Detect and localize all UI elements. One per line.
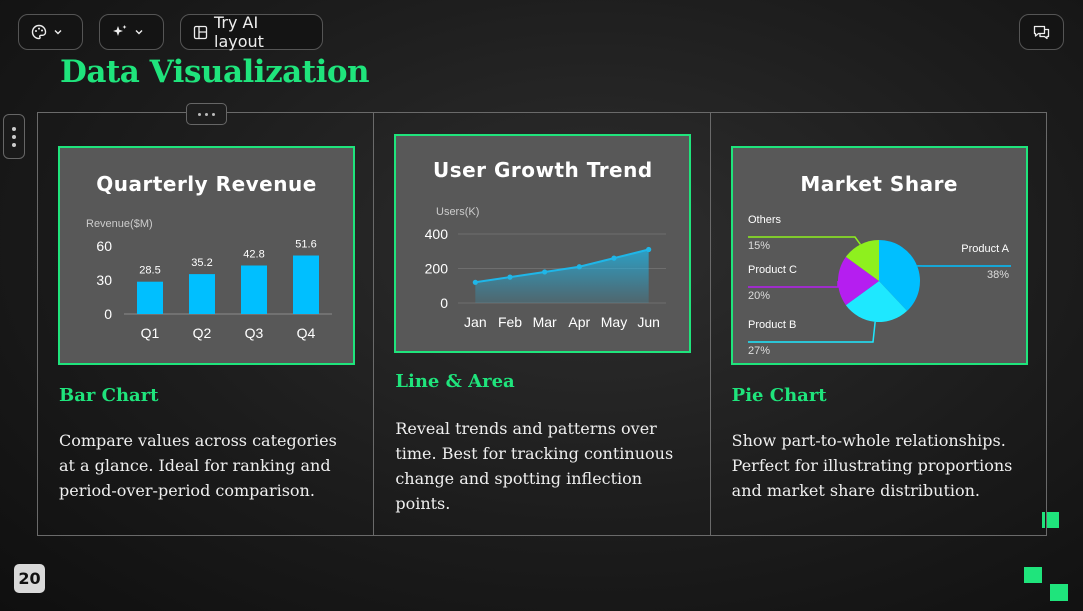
x-tick-label: May (601, 314, 627, 330)
bar (189, 274, 215, 314)
slice-percent-label: 15% (748, 240, 770, 252)
x-tick-label: Q1 (141, 325, 160, 341)
x-tick-label: Apr (569, 314, 591, 330)
slice-name-label: Product C (748, 264, 797, 276)
x-tick-label: Q2 (193, 325, 212, 341)
comments-button[interactable] (1019, 14, 1064, 50)
data-point (577, 264, 583, 270)
bar (137, 281, 163, 314)
bar-chart-card[interactable]: Quarterly Revenue Revenue($M) 0 30 60 28.5 Q1… (58, 146, 355, 365)
slice-percent-label: 38% (987, 269, 1009, 281)
try-ai-layout-label: Try AI layout (214, 13, 264, 51)
y-tick-label: 0 (104, 306, 112, 322)
y-tick-label: 200 (425, 261, 449, 277)
bar-chart-column[interactable]: Quarterly Revenue Revenue($M) 0 30 60 28.5 Q1… (38, 113, 375, 535)
bar-value-label: 42.8 (243, 248, 264, 260)
decor-square (1050, 584, 1068, 601)
slice-name-label: Product B (748, 319, 796, 331)
x-tick-label: Jun (638, 314, 661, 330)
y-tick-label: 30 (96, 272, 112, 288)
x-tick-label: Jan (464, 314, 487, 330)
chart-type-label: Bar Chart (59, 385, 159, 406)
line-chart-card[interactable]: User Growth Trend Users(K) 0 200 400 Jan Feb M… (394, 134, 692, 353)
pie-chart-column[interactable]: Market Share Product A 38% Product B 27% Pro… (711, 113, 1046, 535)
x-tick-label: Mar (533, 314, 557, 330)
leader-line (747, 281, 839, 288)
pie-chart: Product A 38% Product B 27% Product C 20% Othe… (747, 214, 1011, 357)
slice-name-label: Others (748, 214, 782, 226)
layout-icon (193, 25, 208, 40)
chart-description: Compare values across categories at a gl… (59, 431, 337, 500)
ai-sparkle-button[interactable] (99, 14, 164, 50)
x-tick-label: Feb (498, 314, 522, 330)
chevron-down-icon (134, 27, 144, 37)
try-ai-layout-button[interactable]: Try AI layout (180, 13, 323, 51)
x-tick-label: Q3 (245, 325, 264, 341)
y-tick-label: 60 (96, 238, 112, 254)
data-point (646, 246, 652, 253)
page-number: 20 (14, 564, 45, 593)
y-axis-label: Users(K) (436, 206, 479, 218)
pie-chart-card[interactable]: Market Share Product A 38% Product B 27% Pro… (730, 146, 1028, 365)
pie-slice (845, 240, 879, 281)
chat-icon (1033, 25, 1050, 40)
decor-block (1047, 512, 1059, 528)
x-tick-label: Q4 (297, 325, 316, 341)
decor-bar (1042, 512, 1045, 528)
slice-percent-label: 27% (748, 345, 770, 357)
chart-type-label: Pie Chart (731, 385, 827, 406)
pie-slice (878, 240, 920, 311)
grid-drag-handle[interactable] (186, 103, 227, 125)
chart-title: Quarterly Revenue (96, 172, 317, 196)
bar-chart: Revenue($M) 0 30 60 28.5 Q1 35.2 Q2 42.8 Q3 51.6 Q4 (86, 218, 332, 341)
pie-slice (845, 281, 907, 322)
slide-title: Data Visualization (60, 54, 370, 90)
line-area-chart: Users(K) 0 200 400 Jan Feb Mar Apr May Jun (425, 206, 667, 330)
bar-value-label: 35.2 (191, 257, 212, 269)
data-point (473, 279, 479, 285)
slice-name-label: Product A (961, 243, 1009, 255)
sparkle-icon (112, 24, 128, 40)
side-panel-handle[interactable] (3, 114, 25, 159)
line-chart-column[interactable]: User Growth Trend Users(K) 0 200 400 Jan Feb M… (374, 113, 711, 535)
bar-value-label: 28.5 (139, 265, 160, 277)
leader-line (747, 321, 876, 343)
bar (241, 265, 267, 314)
y-tick-label: 400 (425, 226, 449, 242)
palette-icon (31, 24, 47, 40)
leader-line (747, 236, 861, 245)
chevron-down-icon (53, 27, 63, 37)
chart-types-grid: Quarterly Revenue Revenue($M) 0 30 60 28.5 Q1… (37, 112, 1047, 536)
y-axis-label: Revenue($M) (86, 218, 153, 230)
bar (293, 255, 319, 314)
series-line (475, 248, 650, 284)
bar-value-label: 51.6 (295, 239, 316, 251)
slice-percent-label: 20% (748, 290, 770, 302)
data-point (507, 274, 513, 280)
pie-slice (837, 256, 879, 306)
chart-description: Reveal trends and patterns over time. Be… (395, 419, 674, 513)
theme-palette-button[interactable] (18, 14, 83, 50)
chart-description: Show part-to-whole relationships. Perfec… (731, 431, 1013, 500)
data-point (611, 255, 617, 261)
chart-type-label: Line & Area (395, 371, 515, 392)
chart-title: Market Share (800, 172, 958, 196)
y-tick-label: 0 (441, 295, 449, 311)
area-fill (475, 249, 649, 303)
data-point (542, 269, 548, 275)
chart-title: User Growth Trend (432, 158, 653, 182)
decor-square (1024, 567, 1042, 583)
